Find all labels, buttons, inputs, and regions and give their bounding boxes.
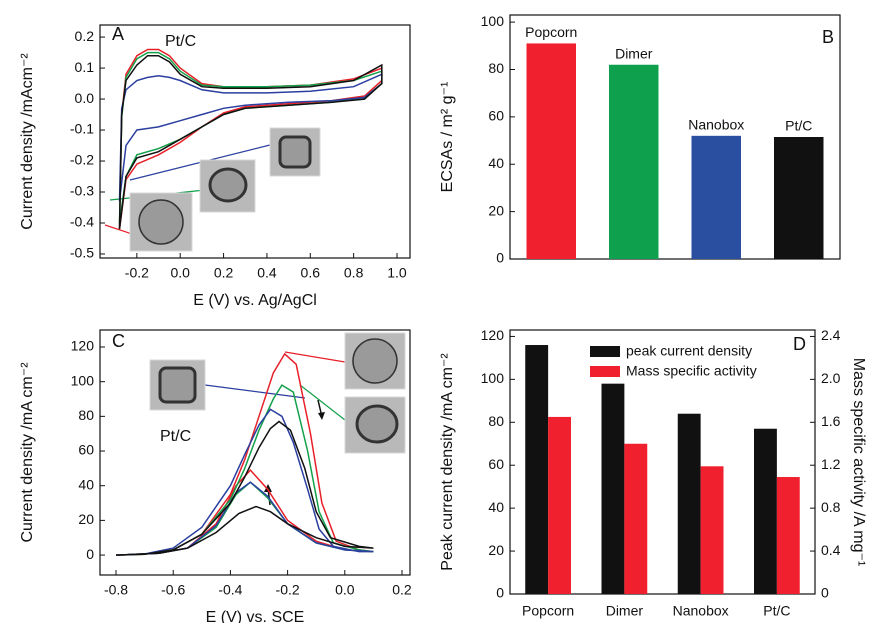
x-tick-label: -0.6 (161, 582, 185, 598)
x-axis-title: E (V) vs. Ag/AgCl (193, 292, 317, 309)
y-tick-label: 100 (71, 372, 95, 388)
bar (701, 466, 724, 594)
bar (692, 136, 742, 259)
y-tick-label: 0.1 (75, 59, 95, 75)
x-tick-label: 1.0 (387, 265, 407, 281)
x-tick-label: 0.0 (335, 582, 355, 598)
y-tick-label: -0.1 (70, 121, 94, 137)
y-tick-label: 60 (488, 456, 504, 472)
bar (678, 414, 701, 594)
y-tick-label: 120 (71, 338, 95, 354)
y-axis-title: Current density /mA cm⁻² (19, 362, 36, 543)
y-axis-title: ECSAs / m² g⁻¹ (439, 82, 456, 193)
inset-images-a (105, 128, 320, 251)
y2-tick-label: 0 (821, 585, 829, 601)
legend-label: Mass specific activity (626, 363, 757, 379)
bar (624, 444, 647, 594)
legend-swatch (590, 346, 620, 357)
x-tick-label: 0.0 (170, 265, 190, 281)
y2-axis-title: Mass specific activity /A mg⁻¹ (850, 358, 867, 567)
annotation: Pt/C (160, 428, 191, 445)
annotation: B (822, 27, 834, 47)
x-tick-label: -0.4 (218, 582, 242, 598)
y-tick-label: 120 (481, 327, 505, 343)
y-tick-label: -0.2 (70, 152, 94, 168)
y-tick-label: 40 (488, 155, 504, 171)
x-tick-label: 0.8 (344, 265, 364, 281)
x-tick-label: 0.2 (214, 265, 234, 281)
y-tick-label: -0.5 (70, 245, 94, 261)
x-tick-label: 0.4 (257, 265, 277, 281)
bar-label: Pt/C (785, 118, 812, 134)
y-tick-label: 80 (488, 60, 504, 76)
series-line (116, 385, 373, 555)
x-tick-label: Pt/C (763, 603, 790, 619)
y-tick-label: 0 (496, 250, 504, 266)
bar-label: Nanobox (688, 117, 744, 133)
x-tick-label: Dimer (606, 603, 644, 619)
x-tick-label: -0.8 (104, 582, 128, 598)
figure: 0.2 0.1 0.0 -0.1 -0.2 -0.3 -0.4 -0.5 Current den… (0, 0, 872, 623)
y2-tick-label: 0.8 (821, 499, 841, 515)
y-tick-label: 100 (481, 13, 505, 29)
y-tick-label: -0.3 (70, 183, 94, 199)
bar (525, 345, 548, 594)
y-tick-label: -0.4 (70, 214, 94, 230)
bar (548, 417, 571, 594)
annotation: A (112, 24, 124, 44)
bar (774, 137, 824, 259)
x-tick-label: 0.2 (392, 582, 412, 598)
y-tick-label: 0 (496, 585, 504, 601)
y-tick-label: 80 (488, 413, 504, 429)
bar-label: Popcorn (525, 24, 577, 40)
y-tick-label: 100 (481, 370, 505, 386)
y-tick-label: 40 (78, 476, 94, 492)
y-tick-label: 0.2 (75, 28, 95, 44)
y-tick-label: 20 (488, 202, 504, 218)
bar (777, 477, 800, 594)
y-tick-label: 60 (488, 108, 504, 124)
series-line (116, 409, 373, 555)
annotation: C (112, 331, 125, 351)
x-axis-title: E (V) vs. SCE (206, 609, 305, 623)
annotation: D (793, 334, 806, 354)
y-tick-label: 0.0 (75, 90, 95, 106)
y2-tick-label: 0.4 (821, 542, 841, 558)
bar-label: Dimer (615, 45, 653, 61)
bar (609, 65, 659, 259)
x-tick-label: -0.2 (276, 582, 300, 598)
y-axis-title: Current density /mAcm⁻² (19, 53, 36, 230)
y2-tick-label: 1.2 (821, 456, 841, 472)
annotation: Pt/C (165, 33, 196, 50)
y-tick-label: 80 (78, 407, 94, 423)
y2-tick-label: 1.6 (821, 413, 841, 429)
x-tick-label: Nanobox (673, 603, 729, 619)
y-tick-label: 20 (488, 542, 504, 558)
y-axis-title: Peak current density /mA cm⁻² (439, 353, 456, 571)
y-tick-label: 0 (86, 546, 94, 562)
x-tick-label: Popcorn (522, 603, 574, 619)
legend-label: peak current density (626, 343, 752, 359)
legend-swatch (590, 366, 620, 377)
y2-tick-label: 2.0 (821, 370, 841, 386)
y-tick-label: 40 (488, 499, 504, 515)
x-tick-label: 0.6 (301, 265, 321, 281)
series-line (116, 422, 373, 556)
inset-images-c (150, 333, 405, 505)
y-tick-label: 20 (78, 511, 94, 527)
y-tick-label: 60 (78, 442, 94, 458)
bar (602, 384, 625, 594)
bar (754, 429, 777, 594)
y2-tick-label: 2.4 (821, 327, 841, 343)
bar (527, 43, 577, 259)
x-tick-label: -0.2 (125, 265, 149, 281)
